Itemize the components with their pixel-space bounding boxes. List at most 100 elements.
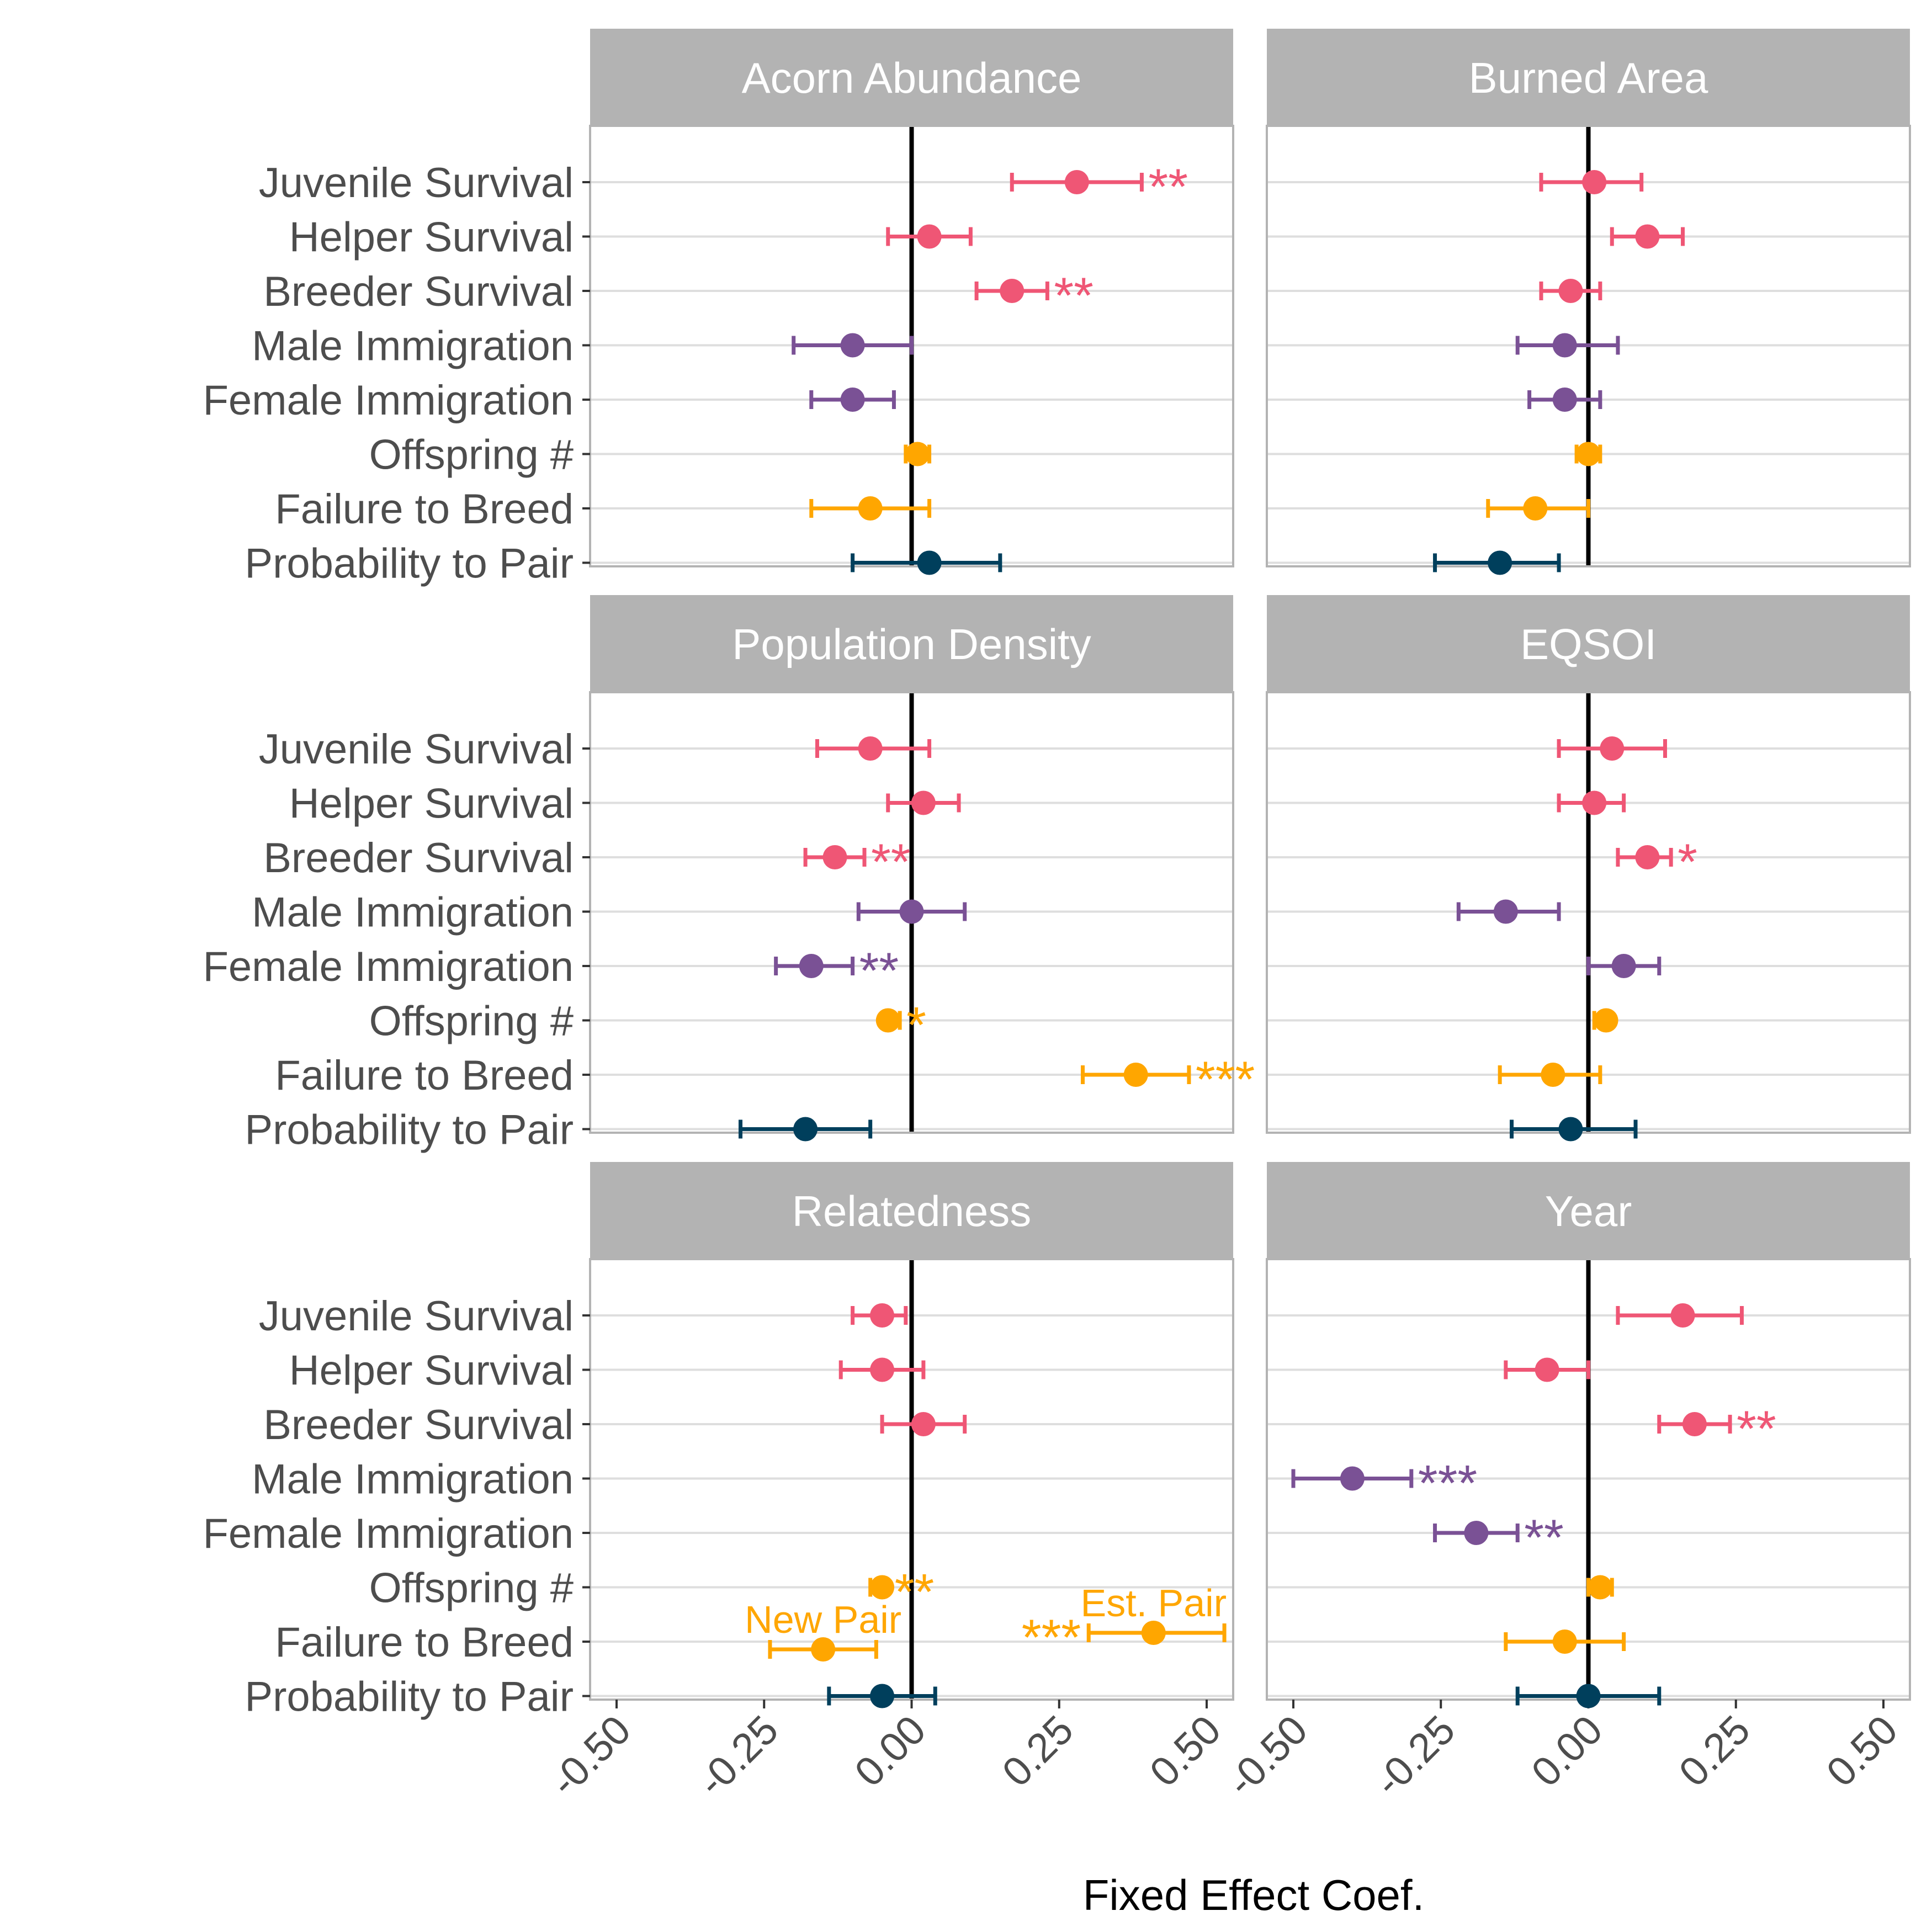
data-point <box>1433 550 1561 575</box>
data-point <box>809 388 896 412</box>
data-point <box>880 1412 967 1436</box>
pair-annotation: Est. Pair <box>1081 1581 1227 1625</box>
data-point <box>738 1117 873 1142</box>
point-estimate <box>811 1637 836 1662</box>
point-estimate <box>822 845 847 869</box>
data-point <box>886 790 961 815</box>
data-point <box>1539 170 1644 194</box>
significance-stars: ** <box>1737 1401 1776 1457</box>
row-label: Juvenile Survival <box>259 1293 574 1340</box>
significance-stars: * <box>906 997 926 1054</box>
data-point <box>1557 736 1667 761</box>
data-point <box>1498 1063 1602 1087</box>
point-estimate <box>793 1117 818 1142</box>
x-tick-label: 0.50 <box>1818 1707 1907 1796</box>
significance-stars: ** <box>1148 159 1188 215</box>
point-estimate <box>870 1303 895 1328</box>
row-label: Failure to Breed <box>275 486 574 533</box>
point-estimate <box>1141 1621 1166 1645</box>
data-point <box>1515 333 1620 358</box>
point-estimate <box>1582 170 1607 194</box>
point-estimate <box>917 224 942 249</box>
panel-title: Burned Area <box>1469 54 1708 102</box>
significance-stars: ** <box>871 834 911 890</box>
point-estimate <box>858 496 883 521</box>
point-estimate <box>840 388 865 412</box>
x-tick-label: -0.25 <box>689 1707 787 1805</box>
data-point <box>827 1684 937 1708</box>
point-estimate <box>1635 224 1660 249</box>
point-estimate <box>870 1575 895 1600</box>
data-point <box>1504 1630 1626 1654</box>
point-estimate <box>1535 1357 1559 1382</box>
panel-strip <box>590 1162 1233 1259</box>
panel-strip <box>1267 1162 1910 1259</box>
panel: Relatedness Juvenile Survival Helper Survi… <box>203 1162 1234 1805</box>
panel-strip <box>590 595 1233 692</box>
data-point <box>1527 388 1602 412</box>
x-tick-label: 0.25 <box>994 1707 1082 1796</box>
point-estimate <box>1576 1684 1601 1708</box>
panel: Burned Area <box>1266 29 1911 575</box>
data-point: ***Est. Pair <box>1022 1581 1227 1666</box>
panel: Population Density Juvenile Survival Helpe… <box>203 595 1255 1154</box>
data-point <box>792 333 914 358</box>
point-estimate <box>1600 736 1625 761</box>
point-estimate <box>870 1357 895 1382</box>
data-point <box>1456 899 1561 924</box>
point-estimate <box>1635 845 1660 869</box>
x-tick-label: 0.00 <box>1522 1707 1611 1796</box>
point-estimate <box>911 1412 936 1436</box>
x-axis-title: Fixed Effect Coef. <box>1083 1871 1425 1919</box>
significance-stars: *** <box>1418 1456 1477 1512</box>
data-point <box>1592 1008 1618 1033</box>
data-point: ** <box>974 268 1094 324</box>
panel-strip <box>590 29 1233 126</box>
data-point <box>1586 954 1662 978</box>
data-point: ** <box>868 1564 935 1621</box>
data-point <box>838 1357 926 1382</box>
significance-stars: * <box>1678 834 1697 890</box>
significance-stars: ** <box>1524 1510 1564 1566</box>
point-estimate <box>1611 954 1636 978</box>
data-point <box>1586 1575 1614 1600</box>
data-point <box>904 442 932 466</box>
point-estimate <box>840 333 865 358</box>
row-label: Failure to Breed <box>275 1619 574 1666</box>
panels-layer: Acorn Abundance Juvenile Survival Helper S… <box>203 29 1911 1805</box>
data-point <box>851 1303 908 1328</box>
point-estimate <box>1552 333 1577 358</box>
point-estimate <box>899 899 924 924</box>
data-point: New Pair <box>745 1598 901 1662</box>
data-point <box>809 496 932 521</box>
row-label: Juvenile Survival <box>259 160 574 206</box>
point-estimate <box>1682 1412 1707 1436</box>
panel-title: Acorn Abundance <box>742 54 1082 102</box>
panel-border <box>1266 691 1911 1134</box>
row-label: Male Immigration <box>252 889 574 936</box>
significance-stars: *** <box>1022 1610 1081 1666</box>
point-estimate <box>1123 1063 1148 1087</box>
point-estimate <box>875 1008 900 1033</box>
data-point: * <box>875 997 926 1054</box>
data-point <box>1610 224 1685 249</box>
significance-stars: ** <box>895 1564 935 1621</box>
x-tick-label: 0.50 <box>1141 1707 1230 1796</box>
point-estimate <box>1464 1521 1489 1545</box>
data-point: ** <box>1657 1401 1776 1457</box>
data-point: ** <box>1010 159 1188 215</box>
data-point <box>1574 442 1602 466</box>
data-point: ** <box>803 834 911 890</box>
data-point <box>815 736 932 761</box>
row-label: Probability to Pair <box>245 540 574 587</box>
point-estimate <box>1588 1575 1612 1600</box>
point-estimate <box>1064 170 1089 194</box>
point-estimate <box>1552 1630 1577 1654</box>
panel-border <box>1266 125 1911 567</box>
data-point <box>1486 496 1590 521</box>
point-estimate <box>911 790 936 815</box>
panel-strip <box>1267 595 1910 692</box>
data-point: ** <box>1433 1510 1564 1566</box>
row-label: Offspring # <box>369 998 574 1045</box>
x-tick-label: -0.25 <box>1366 1707 1464 1805</box>
